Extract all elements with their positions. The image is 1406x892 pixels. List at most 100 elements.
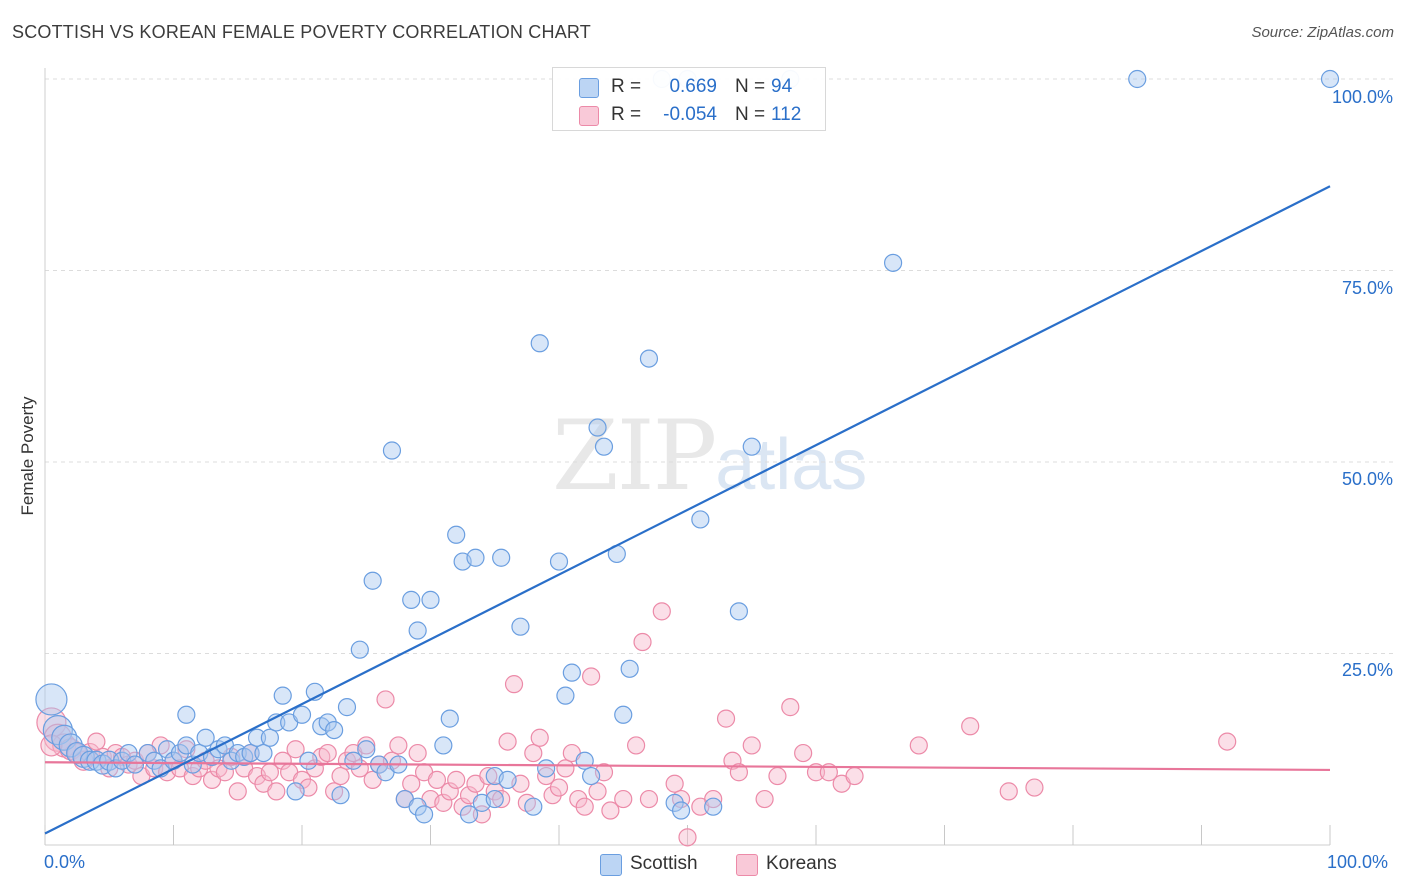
korean-point — [357, 736, 376, 755]
source-label: Source: ZipAtlas.com — [1251, 24, 1394, 41]
korean-point — [440, 782, 459, 801]
scottish-point — [331, 786, 350, 805]
scottish-point — [704, 797, 723, 816]
scottish-point — [556, 686, 575, 705]
y-tick-label-75: 75.0% — [1341, 278, 1393, 298]
scottish-point — [466, 548, 485, 567]
scottish-point — [292, 705, 312, 724]
korean-point — [498, 732, 517, 751]
korean-point — [575, 797, 594, 816]
scottish-point — [247, 728, 267, 747]
bottom-legend-label-koreans: Koreans — [766, 853, 837, 874]
korean-point — [704, 789, 723, 809]
scottish-point — [299, 751, 318, 770]
korean-point — [530, 728, 549, 747]
scottish-point — [66, 741, 89, 765]
korean-point — [434, 793, 453, 812]
korean-point — [402, 774, 421, 793]
legend-row-koreans: R = -0.054 N = 112 — [553, 100, 825, 130]
scottish-point — [273, 686, 292, 705]
korean-point — [228, 782, 247, 801]
legend-r-value: 0.669 — [669, 76, 717, 97]
y-tick-label-100: 100.0% — [1331, 87, 1393, 107]
korean-point — [376, 690, 395, 709]
scottish-point — [498, 770, 517, 789]
scottish-point — [382, 441, 402, 460]
korean-point — [582, 667, 601, 686]
scottish-point — [691, 510, 710, 529]
scottish-point — [350, 640, 369, 659]
korean-point — [652, 602, 671, 621]
scottish-point — [883, 253, 903, 272]
korean-point — [755, 789, 774, 809]
korean-point — [318, 743, 337, 763]
watermark-zip: ZIP — [552, 400, 717, 512]
korean-point — [479, 766, 498, 786]
legend-n-label: N = — [735, 104, 766, 125]
watermark: ZIPatlas — [552, 400, 867, 512]
y-tick-label-25: 25.0% — [1341, 660, 1393, 680]
scottish-point — [337, 698, 357, 717]
korean-point — [286, 740, 305, 759]
korean-point — [87, 732, 106, 751]
scottish-point — [35, 683, 68, 716]
legend-n-label: N = — [735, 76, 766, 97]
scottish-point — [620, 659, 639, 678]
stats-legend: R = 0.669 N = 94 R = -0.054 N = 112 — [552, 67, 826, 131]
korean-point — [601, 801, 620, 820]
korean-point — [389, 736, 408, 755]
legend-n-value: 94 — [771, 76, 793, 97]
korean-point — [716, 709, 736, 728]
korean-point — [768, 766, 787, 786]
korean-point — [447, 770, 466, 789]
scottish-point — [562, 663, 581, 682]
scottish-point — [729, 602, 749, 621]
korean-point — [273, 751, 292, 770]
y-axis-label: Female Poverty — [18, 396, 37, 516]
scottish-point — [196, 728, 215, 747]
axes — [44, 68, 1331, 846]
scottish-point — [177, 705, 196, 724]
scottish-point — [511, 617, 530, 636]
korean-point — [492, 789, 511, 809]
scottish-point — [440, 709, 459, 728]
korean-point — [556, 759, 575, 778]
scottish-point — [241, 743, 260, 763]
scottish-point — [125, 755, 145, 774]
korean-point — [614, 789, 633, 809]
scottish-trend-line — [44, 185, 1331, 835]
scottish-point — [357, 740, 376, 759]
scottish-point — [434, 736, 453, 755]
scottish-point — [594, 437, 614, 456]
scottish-point — [459, 805, 479, 824]
korean-point — [626, 736, 646, 755]
scottish-point — [1128, 69, 1147, 89]
korean-point — [845, 766, 864, 786]
bottom-legend-swatch-koreans — [736, 854, 758, 876]
legend-n-value: 112 — [771, 104, 802, 125]
scottish-point — [530, 334, 549, 353]
scottish-point — [254, 743, 273, 763]
scottish-point — [639, 349, 659, 368]
korean-point — [40, 734, 63, 757]
x-tick-label-0: 0.0% — [44, 852, 86, 872]
chart-title: SCOTTISH VS KOREAN FEMALE POVERTY CORREL… — [12, 22, 591, 42]
scottish-point — [42, 714, 73, 746]
legend-r-value: -0.054 — [663, 104, 717, 125]
korean-point — [742, 736, 761, 755]
korean-point — [633, 632, 652, 652]
scottish-point — [485, 789, 504, 809]
legend-row-scottish: R = 0.669 N = 94 — [553, 72, 825, 102]
scottish-point — [260, 728, 279, 747]
scottish-point — [414, 805, 434, 824]
scottish-point — [524, 797, 543, 816]
korean-points — [36, 602, 1237, 847]
korean-point — [427, 770, 447, 789]
grid-lines — [45, 78, 1395, 654]
scottish-point — [408, 621, 427, 640]
bottom-legend-swatch-scottish — [600, 854, 622, 876]
scottish-point — [447, 525, 466, 544]
scottish-points — [35, 69, 1340, 824]
scottish-point — [575, 751, 594, 770]
x-tick-label-100: 100.0% — [1327, 852, 1389, 872]
